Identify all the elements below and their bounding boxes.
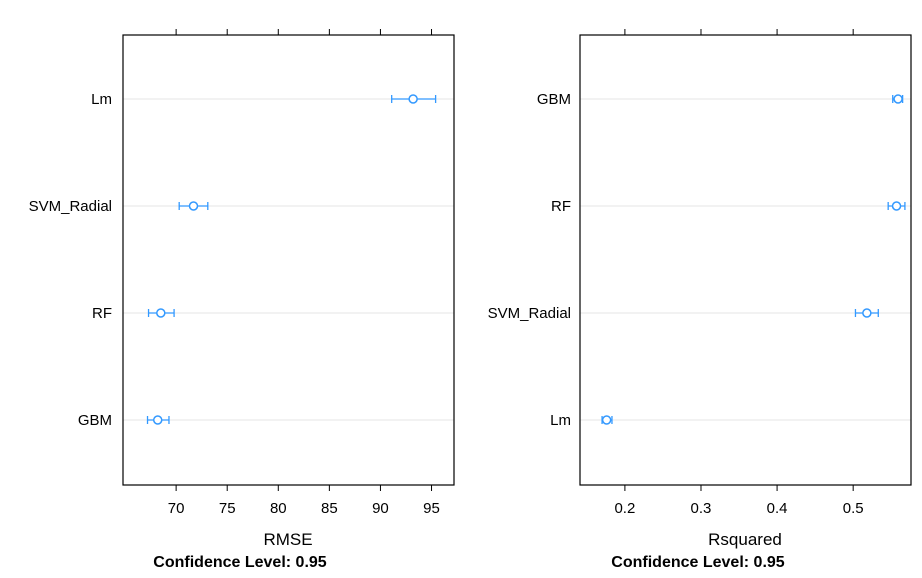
rmse-category-label: Lm <box>91 91 112 108</box>
rsquared-panel: GBM RF SVM_Radial Lm 0.2 0.3 0.4 0.5 Rsq… <box>488 29 912 571</box>
rmse-x-axis: 70 75 80 85 90 95 <box>168 29 440 517</box>
rsquared-category-label: Lm <box>550 412 571 429</box>
rmse-panel: Lm SVM_Radial RF GBM 70 75 80 85 90 95 R… <box>29 29 455 571</box>
rmse-tick-label: 80 <box>270 500 287 517</box>
rsquared-category-label: GBM <box>537 91 571 108</box>
rsquared-x-axis: 0.2 0.3 0.4 0.5 <box>614 29 864 517</box>
rmse-point-estimate <box>188 201 199 211</box>
rsquared-axis-title: Rsquared <box>708 530 782 549</box>
rmse-plot-frame <box>122 34 455 486</box>
rmse-grid-lines <box>123 98 454 421</box>
rsquared-tick-label: 0.4 <box>767 500 788 517</box>
rmse-tick-label: 95 <box>423 500 440 517</box>
rmse-category-label: SVM_Radial <box>29 198 112 215</box>
rsquared-category-label: RF <box>551 198 571 215</box>
rsquared-tick-label: 0.5 <box>843 500 864 517</box>
rmse-intervals <box>146 94 437 425</box>
rmse-axis-title: RMSE <box>263 530 312 549</box>
rsquared-confidence-label: Confidence Level: 0.95 <box>611 554 784 571</box>
rsquared-intervals <box>601 94 906 425</box>
rsquared-tick-label: 0.3 <box>691 500 712 517</box>
rmse-point-estimate <box>152 415 163 425</box>
rsquared-point-estimate <box>891 201 902 211</box>
rmse-confidence-label: Confidence Level: 0.95 <box>153 554 326 571</box>
rmse-tick-label: 70 <box>168 500 185 517</box>
rmse-tick-label: 75 <box>219 500 236 517</box>
rmse-tick-label: 85 <box>321 500 338 517</box>
rmse-category-label: RF <box>92 305 112 322</box>
rsquared-tick-label: 0.2 <box>614 500 635 517</box>
rsquared-point-estimate <box>893 94 903 104</box>
rsquared-point-estimate <box>601 415 612 425</box>
rsquared-point-estimate <box>862 308 872 318</box>
rsquared-grid-lines <box>580 98 911 421</box>
rsquared-category-label: SVM_Radial <box>488 305 571 322</box>
rsquared-plot-frame <box>579 34 912 486</box>
rmse-tick-label: 90 <box>372 500 389 517</box>
rmse-point-estimate <box>408 94 418 104</box>
rmse-category-label: GBM <box>78 412 112 429</box>
rmse-point-estimate <box>156 308 166 318</box>
